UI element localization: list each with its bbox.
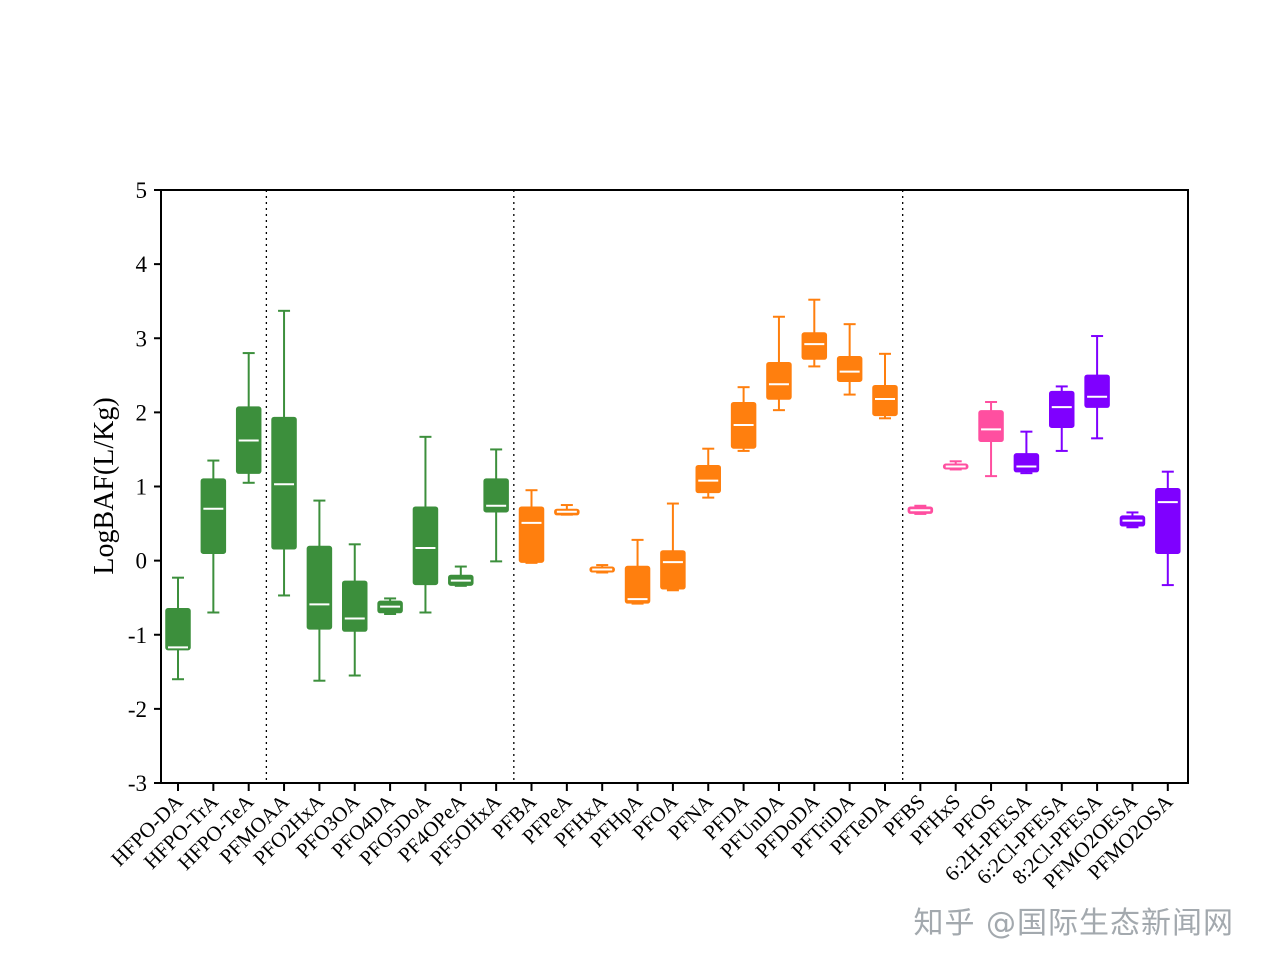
box-iqr xyxy=(483,478,509,513)
box-iqr xyxy=(271,416,297,550)
box-PFUnDA xyxy=(766,315,792,412)
box-iqr xyxy=(1155,487,1181,554)
y-axis: -3 -2 -1 0 1 2 3 4 5 xyxy=(128,178,161,796)
box-iqr xyxy=(342,580,368,632)
box-iqr xyxy=(306,545,333,630)
box-iqr xyxy=(660,550,686,590)
box-iqr xyxy=(165,608,191,651)
box-PFNA xyxy=(695,447,721,499)
box-PFDoDA xyxy=(801,298,828,368)
box-iqr xyxy=(518,506,545,563)
box-iqr xyxy=(695,464,721,494)
box-iqr xyxy=(978,410,1004,443)
box-iqr xyxy=(1049,390,1075,428)
box-HFPO-TrA xyxy=(200,459,227,614)
box-PFBA xyxy=(518,489,545,564)
box-PFHpA xyxy=(624,538,651,605)
box-HFPO-TeA xyxy=(235,352,262,484)
box-PFHxS xyxy=(942,460,969,471)
box-iqr xyxy=(766,361,792,400)
plot-area xyxy=(160,189,1189,784)
box-iqr xyxy=(836,356,863,382)
box-PFPeA xyxy=(554,504,580,516)
y-tick-label: -3 xyxy=(128,771,147,796)
box-iqr xyxy=(1084,374,1110,408)
y-tick-label: 5 xyxy=(136,178,148,203)
box-8:2Cl-PFESA xyxy=(1084,335,1110,440)
y-tick-label: -2 xyxy=(128,697,147,722)
box-HFPO-DA xyxy=(165,576,191,681)
box-PFMOAA xyxy=(271,309,297,597)
box-PF5OHxA xyxy=(483,448,509,563)
box-PFTeDA xyxy=(872,352,898,420)
y-tick-label: 0 xyxy=(136,549,148,574)
box-iqr xyxy=(624,565,651,604)
box-6:2Cl-PFESA xyxy=(1049,385,1075,452)
y-tick-label: 4 xyxy=(136,252,148,277)
box-PFO3OA xyxy=(342,543,368,677)
box-PFMO2OSA xyxy=(1155,470,1181,587)
box-PFDA xyxy=(730,386,757,452)
box-PFOA xyxy=(660,502,686,592)
y-tick-label: 2 xyxy=(136,400,148,425)
box-PF4OPeA xyxy=(448,565,474,587)
box-6:2H-PFESA xyxy=(1013,430,1040,475)
box-iqr xyxy=(412,506,439,586)
box-PFOS xyxy=(978,400,1004,478)
y-tick-label: -1 xyxy=(128,623,147,648)
box-PFHxA xyxy=(589,564,615,574)
x-axis: HFPO-DAHFPO-TrAHFPO-TeAPFMOAAPFO2HxAPFO3… xyxy=(106,783,1178,893)
box-iqr xyxy=(872,384,898,417)
box-PFO5DoA xyxy=(412,435,439,614)
box-iqr xyxy=(200,478,227,554)
plot-frame xyxy=(160,189,1189,784)
y-axis-label: LogBAF(L/Kg) xyxy=(89,397,120,574)
box-PFTriDA xyxy=(836,323,863,396)
y-tick-label: 3 xyxy=(136,326,148,351)
box-PFMO2OESA xyxy=(1119,511,1146,529)
box-PFO4DA xyxy=(377,597,403,615)
box-PFO2HxA xyxy=(306,499,333,682)
box-iqr xyxy=(1013,453,1040,473)
box-PFBS xyxy=(907,504,934,515)
box-iqr xyxy=(801,332,828,360)
watermark: 知乎 @国际生态新闻网 xyxy=(913,906,1234,941)
y-tick-label: 1 xyxy=(136,475,148,500)
